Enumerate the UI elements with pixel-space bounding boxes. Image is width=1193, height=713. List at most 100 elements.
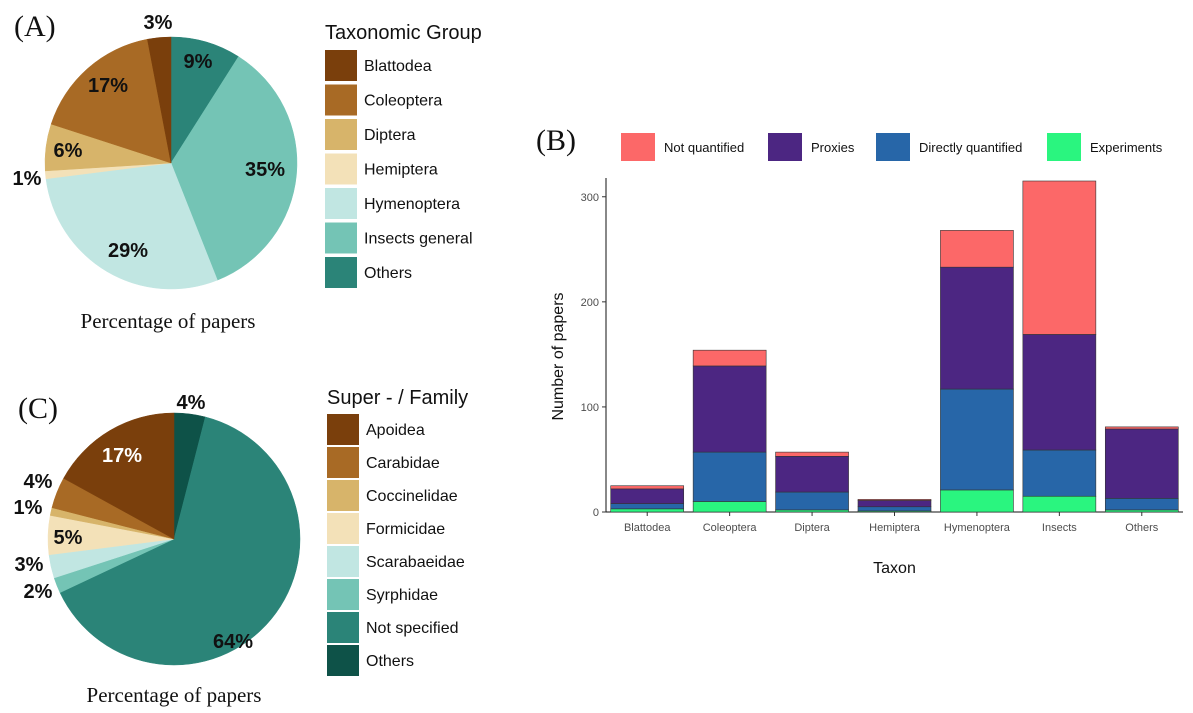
bar-diptera-directly-quantified	[775, 491, 849, 511]
pie-a-pct-label-diptera: 6%	[54, 140, 83, 162]
bar-legend-label-directly-quantified: Directly quantified	[919, 140, 1022, 155]
bar-others-not-quantified	[1104, 426, 1179, 430]
bar-y-tick-label: 200	[581, 297, 599, 309]
bar-legend: Not quantified Proxies Directly quantified…	[621, 133, 1163, 161]
bar-coleoptera-not-quantified	[692, 349, 767, 367]
pie-a-legend-label-coleoptera: Coleoptera	[364, 93, 442, 110]
bar-x-tick-label-others: Others	[1125, 522, 1159, 534]
bar-hymenoptera-proxies	[940, 266, 1014, 390]
pie-c-slice-not-specified	[59, 416, 301, 666]
pie-c-legend-label-others: Others	[366, 653, 414, 670]
pie-a-slice-insects-general	[170, 56, 298, 281]
bar-hemiptera-proxies	[857, 500, 932, 508]
pie-a-legend-swatch-others	[325, 257, 357, 288]
pie-c-pct-label-formicidae: 5%	[54, 527, 83, 549]
pie-a-legend-label-hemiptera: Hemiptera	[364, 162, 438, 179]
panel-a-letter: (A)	[14, 10, 56, 43]
bar-others-directly-quantified	[1104, 498, 1179, 511]
bar-bars	[610, 180, 1179, 513]
bar-others-experiments	[1104, 509, 1179, 513]
pie-c-legend-label-coccinelidae: Coccinelidae	[366, 488, 458, 505]
pie-a-legend-swatch-hymenoptera	[325, 188, 357, 219]
bar-y-axis-title: Number of papers	[550, 292, 567, 420]
pie-a-legend-swatch-diptera	[325, 119, 357, 150]
pie-c-legend-label-scarabaeidae: Scarabaeidae	[366, 554, 465, 571]
bar-blattodea-experiments	[610, 508, 685, 513]
pie-c-pct-label-others: 4%	[177, 392, 206, 414]
pie-c-legend-swatch-formicidae	[327, 513, 359, 544]
panel-a-pie-chart: (A) 3% 17% 6% 1% 29% 35% 9% Percentage of pape…	[13, 10, 482, 333]
pie-a-slice-hymenoptera	[45, 162, 218, 290]
pie-a-pct-label-hemiptera: 1%	[13, 168, 42, 190]
pie-a-pct-label-hymenoptera: 29%	[108, 240, 148, 262]
pie-c-pct-label-scarabaeidae: 3%	[15, 554, 44, 576]
pie-c-pct-label-carabidae: 4%	[24, 471, 53, 493]
bar-hemiptera-directly-quantified	[857, 506, 932, 512]
pie-a-slice-coleoptera	[50, 38, 172, 164]
panel-c-letter: (C)	[18, 392, 58, 425]
bar-x-axis-title: Taxon	[873, 560, 916, 577]
bar-y-tick-label: 100	[581, 402, 599, 414]
pie-a-caption: Percentage of papers	[81, 309, 256, 333]
bar-coleoptera-proxies	[692, 365, 767, 453]
bar-insects-not-quantified	[1022, 180, 1097, 335]
bar-legend-label-not-quantified: Not quantified	[664, 140, 744, 155]
pie-a-labels: 3% 17% 6% 1% 29% 35% 9%	[13, 12, 286, 262]
pie-a-pct-label-insects-general: 35%	[245, 159, 285, 181]
bar-x-tick-label-hemiptera: Hemiptera	[869, 522, 921, 534]
pie-c-legend-label-syrphidae: Syrphidae	[366, 587, 438, 604]
pie-c-labels: 17% 4% 1% 5% 3% 2% 64% 4%	[14, 392, 254, 653]
pie-c-legend-swatch-coccinelidae	[327, 480, 359, 511]
pie-c-legend-swatch-syrphidae	[327, 579, 359, 610]
panel-b-bar-chart: (B) Not quantified Proxies Directly quanti…	[536, 124, 1183, 577]
pie-a-legend-swatch-blattodea	[325, 50, 357, 81]
bar-legend-label-experiments: Experiments	[1090, 140, 1163, 155]
pie-a-legend-swatch-insects-general	[325, 222, 357, 254]
pie-c-pct-label-coccinelidae: 1%	[14, 497, 43, 519]
bar-diptera-proxies	[775, 456, 849, 493]
bar-legend-label-proxies: Proxies	[811, 140, 855, 155]
bar-legend-swatch-experiments	[1047, 133, 1081, 161]
bar-diptera-experiments	[775, 509, 849, 513]
bar-y-tick-label: 0	[593, 507, 599, 519]
bar-x-tick-label-blattodea: Blattodea	[624, 522, 671, 534]
pie-c-slice-apoidea	[63, 412, 175, 540]
pie-c-legend-label-not-specified: Not specified	[366, 620, 459, 637]
bar-legend-swatch-proxies	[768, 133, 802, 161]
bar-legend-swatch-not-quantified	[621, 133, 655, 161]
pie-c-legend-label-carabidae: Carabidae	[366, 455, 440, 472]
pie-a-slices	[44, 36, 298, 290]
pie-c-pct-label-not-specified: 64%	[213, 631, 253, 653]
pie-a-legend-title: Taxonomic Group	[325, 22, 482, 44]
pie-a-legend-label-insects-general: Insects general	[364, 231, 473, 248]
bar-x-tick-label-hymenoptera: Hymenoptera	[944, 522, 1011, 534]
pie-c-legend-swatch-not-specified	[327, 612, 359, 643]
pie-a-legend-swatch-hemiptera	[325, 153, 357, 185]
bar-hymenoptera-not-quantified	[940, 230, 1014, 268]
panel-b-letter: (B)	[536, 124, 576, 157]
pie-a-slice-blattodea	[147, 36, 172, 164]
bar-hymenoptera-directly-quantified	[940, 388, 1014, 491]
pie-a-pct-label-coleoptera: 17%	[88, 75, 128, 97]
bar-blattodea-directly-quantified	[610, 503, 685, 510]
bar-legend-swatch-directly-quantified	[876, 133, 910, 161]
panel-c-pie-chart: (C) 17% 4% 1% 5% 3% 2% 64% 4% Percentage of pap…	[14, 387, 469, 707]
pie-c-legend-label-apoidea: Apoidea	[366, 422, 425, 439]
bar-x-tick-label-insects: Insects	[1042, 522, 1077, 534]
pie-c-slices	[47, 412, 301, 666]
pie-c-legend-swatch-scarabaeidae	[327, 546, 359, 577]
pie-a-legend-label-diptera: Diptera	[364, 127, 416, 144]
pie-c-pct-label-syrphidae: 2%	[24, 581, 53, 603]
pie-c-legend-title: Super - / Family	[327, 387, 468, 409]
pie-c-pct-label-apoidea: 17%	[102, 445, 142, 467]
pie-a-legend-swatch-coleoptera	[325, 84, 357, 116]
pie-a-pct-label-blattodea: 3%	[144, 12, 173, 34]
pie-a-legend: Blattodea Coleoptera Diptera Hemiptera Hymen…	[325, 50, 473, 288]
pie-c-legend-swatch-carabidae	[327, 447, 359, 478]
bar-blattodea-not-quantified	[610, 485, 685, 490]
pie-a-legend-label-others: Others	[364, 265, 412, 282]
bar-diptera-not-quantified	[775, 451, 849, 457]
bar-coleoptera-directly-quantified	[692, 451, 767, 502]
pie-c-legend: Apoidea Carabidae Coccinelidae Formicidae Sc…	[327, 414, 465, 676]
